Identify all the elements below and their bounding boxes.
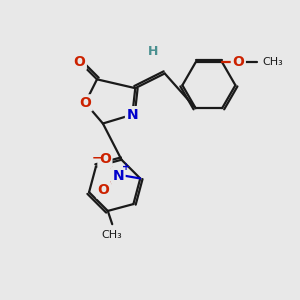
Text: +: + — [122, 162, 130, 172]
Text: −: − — [92, 152, 102, 164]
Text: O: O — [98, 183, 110, 197]
Text: H: H — [148, 45, 158, 58]
Text: N: N — [127, 108, 138, 122]
Text: O: O — [99, 152, 111, 166]
Text: N: N — [112, 169, 124, 182]
Text: CH₃: CH₃ — [102, 230, 123, 240]
Text: CH₃: CH₃ — [262, 57, 283, 67]
Text: O: O — [74, 55, 85, 69]
Text: O: O — [79, 96, 91, 110]
Text: O: O — [232, 55, 244, 69]
